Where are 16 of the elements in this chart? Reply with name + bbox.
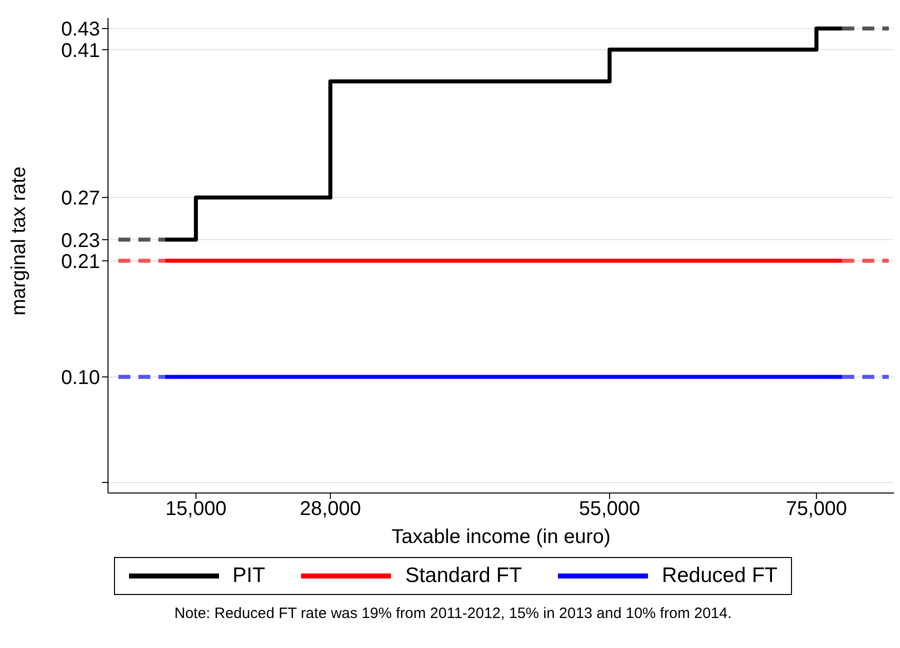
legend-label: Standard FT <box>405 564 522 588</box>
y-tick-label: 0.23 <box>61 230 100 252</box>
legend-label: Reduced FT <box>662 564 778 588</box>
text: Note: Reduced FT rate was 19% from 2011-2012, 15% in 2013 and 10% from 2014. <box>173 605 733 622</box>
y-tick-label: 0.21 <box>61 250 100 273</box>
x-tick-label: 15,000 <box>165 498 226 520</box>
y-tick-label: 0.43 <box>61 18 100 41</box>
y-tick-label: 0.10 <box>61 366 100 389</box>
x-tick-label: 75,000 <box>786 498 848 520</box>
y-tick-label: 0.27 <box>61 188 100 210</box>
y-tick-label: 0.41 <box>61 40 100 62</box>
x-tick-label: 28,000 <box>300 498 361 520</box>
x-axis-title: Taxable income (in euro) <box>392 526 610 548</box>
legend-label: PIT <box>232 564 266 588</box>
x-tick-label: 55,000 <box>579 498 640 520</box>
y-axis-title: marginal tax rate <box>8 166 30 316</box>
